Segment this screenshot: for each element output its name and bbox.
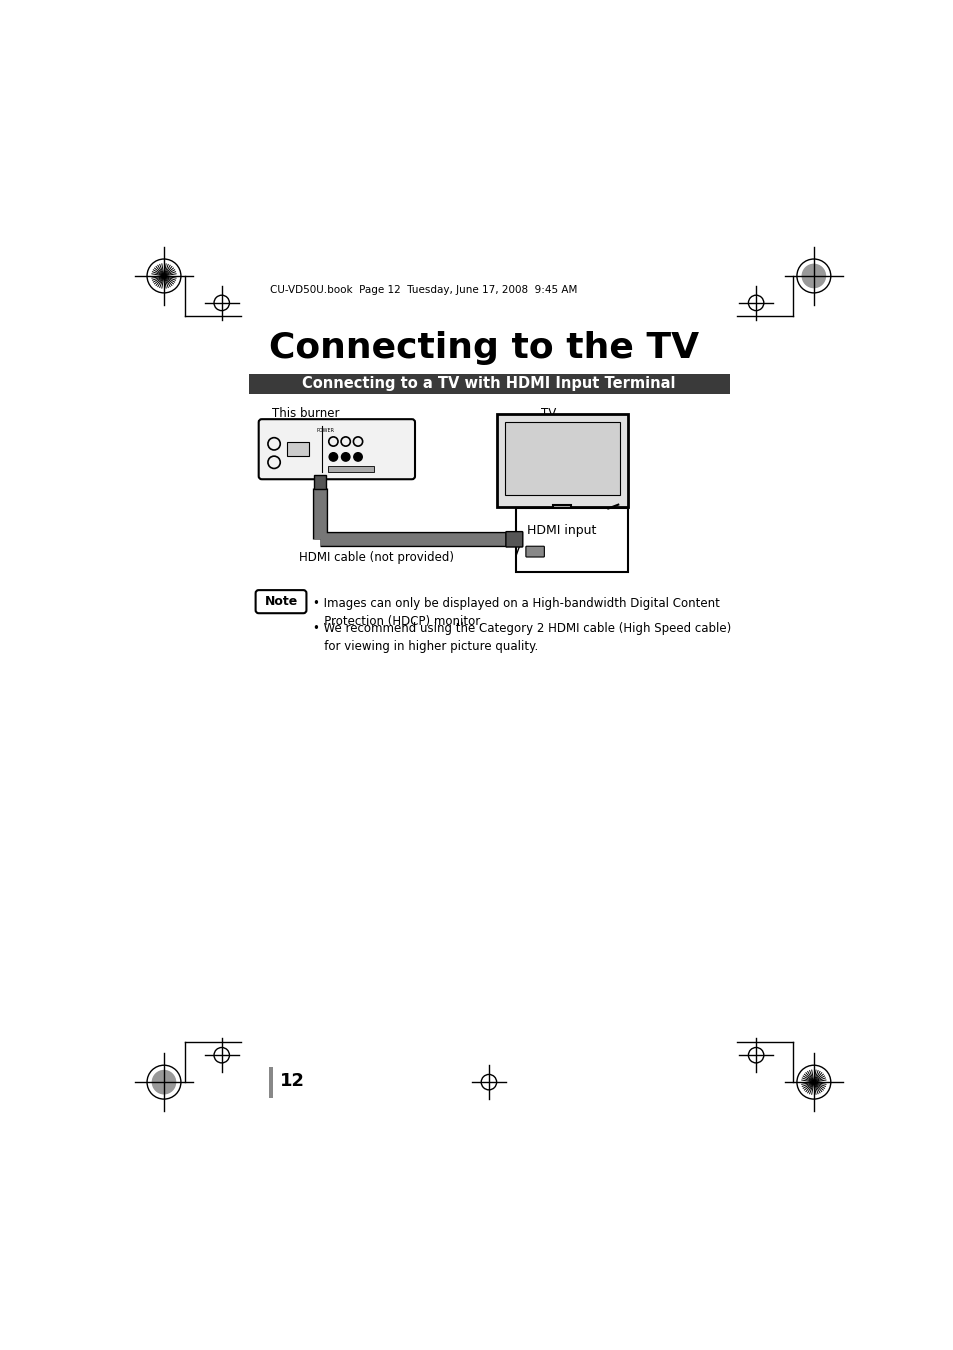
FancyBboxPatch shape [258,420,415,479]
Text: 12: 12 [279,1072,304,1089]
FancyBboxPatch shape [255,590,306,613]
FancyBboxPatch shape [287,443,309,456]
FancyBboxPatch shape [505,532,522,547]
Text: HDMI cable (not provided): HDMI cable (not provided) [298,551,454,564]
Text: HDMI input: HDMI input [526,524,596,536]
FancyBboxPatch shape [497,414,628,508]
Circle shape [801,263,825,289]
Circle shape [152,1069,176,1095]
FancyBboxPatch shape [525,547,544,558]
FancyBboxPatch shape [328,466,374,471]
FancyBboxPatch shape [249,374,729,394]
Text: CU-VD50U.book  Page 12  Tuesday, June 17, 2008  9:45 AM: CU-VD50U.book Page 12 Tuesday, June 17, … [270,285,577,294]
Circle shape [354,452,362,462]
Text: Connecting to the TV: Connecting to the TV [269,331,699,366]
Text: Connecting to a TV with HDMI Input Terminal: Connecting to a TV with HDMI Input Termi… [302,377,675,392]
Text: This burner: This burner [272,406,339,420]
Text: • Images can only be displayed on a High-bandwidth Digital Content
   Protection: • Images can only be displayed on a High… [313,597,719,628]
FancyBboxPatch shape [516,509,627,571]
Circle shape [341,452,350,462]
FancyBboxPatch shape [314,475,326,489]
Circle shape [329,452,337,462]
FancyBboxPatch shape [552,505,571,526]
FancyBboxPatch shape [269,1066,274,1098]
Text: • We recommend using the Category 2 HDMI cable (High Speed cable)
   for viewing: • We recommend using the Category 2 HDMI… [313,622,730,653]
FancyBboxPatch shape [504,423,619,495]
Text: Note: Note [264,595,297,608]
Text: POWER: POWER [316,428,335,433]
Text: TV: TV [540,406,556,420]
FancyBboxPatch shape [537,526,586,533]
